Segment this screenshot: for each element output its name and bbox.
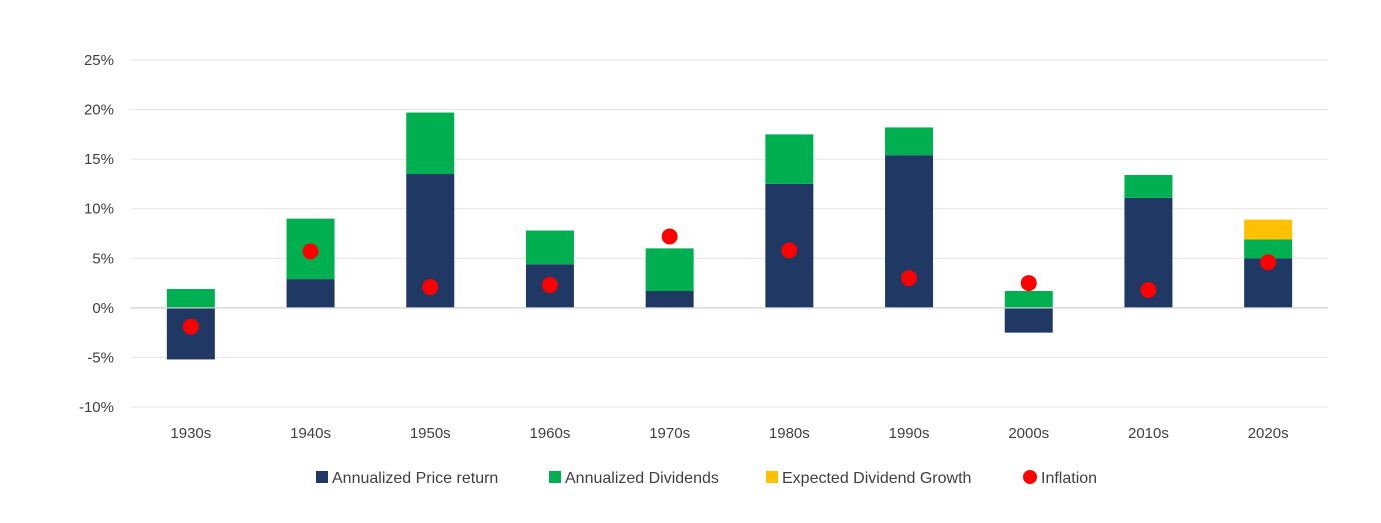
inflation-point-1980s — [781, 242, 798, 259]
inflation-point-1990s — [901, 270, 918, 287]
x-tick-label: 1950s — [410, 425, 451, 442]
bar-annualized-dividends-2020s — [1244, 239, 1293, 259]
x-tick-label: 2010s — [1128, 425, 1169, 442]
y-tick-label: 15% — [84, 151, 114, 168]
y-tick-label: -10% — [79, 399, 114, 416]
inflation-point-1930s — [182, 318, 199, 335]
x-tick-label: 1970s — [649, 425, 690, 442]
x-tick-label: 2020s — [1248, 425, 1289, 442]
bar-annualized-dividends-1970s — [645, 248, 694, 292]
y-tick-label: 0% — [92, 300, 114, 317]
x-axis-tick-labels: 1930s 1940s 1950s 1960s 1970s 1980s 1990s 2000s… — [170, 425, 1288, 442]
bar-annualized-price-return-2000s — [1004, 307, 1053, 333]
y-axis-tick-labels: -10% -5% 0% 5% 10% 15% 20% 25% — [79, 52, 114, 416]
bar-expected-dividend-growth-2020s — [1244, 219, 1293, 240]
inflation-point-1950s — [422, 279, 439, 296]
legend-label-annualized-price-return: Annualized Price return — [332, 470, 498, 487]
legend-label-annualized-dividends: Annualized Dividends — [565, 470, 719, 487]
inflation-markers — [182, 228, 1277, 335]
inflation-point-1970s — [661, 228, 678, 245]
legend: Annualized Price return Annualized Divide… — [316, 470, 1097, 487]
x-tick-label: 1990s — [889, 425, 930, 442]
x-tick-label: 2000s — [1008, 425, 1049, 442]
legend-label-expected-dividend-growth: Expected Dividend Growth — [782, 470, 971, 487]
bar-annualized-price-return-1940s — [286, 279, 335, 308]
y-tick-label: 5% — [92, 250, 114, 267]
y-tick-label: -5% — [87, 349, 114, 366]
inflation-point-2020s — [1260, 254, 1277, 271]
legend-swatch-annualized-price-return — [316, 471, 328, 483]
bars — [166, 112, 1293, 360]
y-tick-label: 25% — [84, 52, 114, 69]
x-tick-label: 1980s — [769, 425, 810, 442]
x-tick-label: 1960s — [530, 425, 571, 442]
x-tick-label: 1940s — [290, 425, 331, 442]
inflation-point-1960s — [541, 277, 558, 294]
legend-label-inflation: Inflation — [1041, 470, 1097, 487]
bar-annualized-dividends-1990s — [885, 127, 934, 156]
bar-annualized-dividends-2010s — [1124, 175, 1173, 198]
y-tick-label: 10% — [84, 201, 114, 218]
legend-swatch-expected-dividend-growth — [766, 471, 778, 483]
bar-annualized-dividends-1960s — [525, 230, 574, 265]
y-tick-label: 20% — [84, 102, 114, 119]
legend-swatch-inflation — [1023, 470, 1037, 484]
inflation-point-2010s — [1140, 282, 1157, 299]
legend-swatch-annualized-dividends — [549, 471, 561, 483]
bar-annualized-dividends-1950s — [406, 112, 455, 175]
inflation-point-1940s — [302, 243, 319, 260]
bar-annualized-dividends-1980s — [765, 134, 814, 184]
bar-annualized-dividends-2000s — [1004, 291, 1053, 308]
bar-annualized-price-return-1970s — [645, 291, 694, 308]
x-tick-label: 1930s — [170, 425, 211, 442]
bar-annualized-dividends-1930s — [166, 289, 215, 308]
inflation-point-2000s — [1020, 275, 1037, 292]
